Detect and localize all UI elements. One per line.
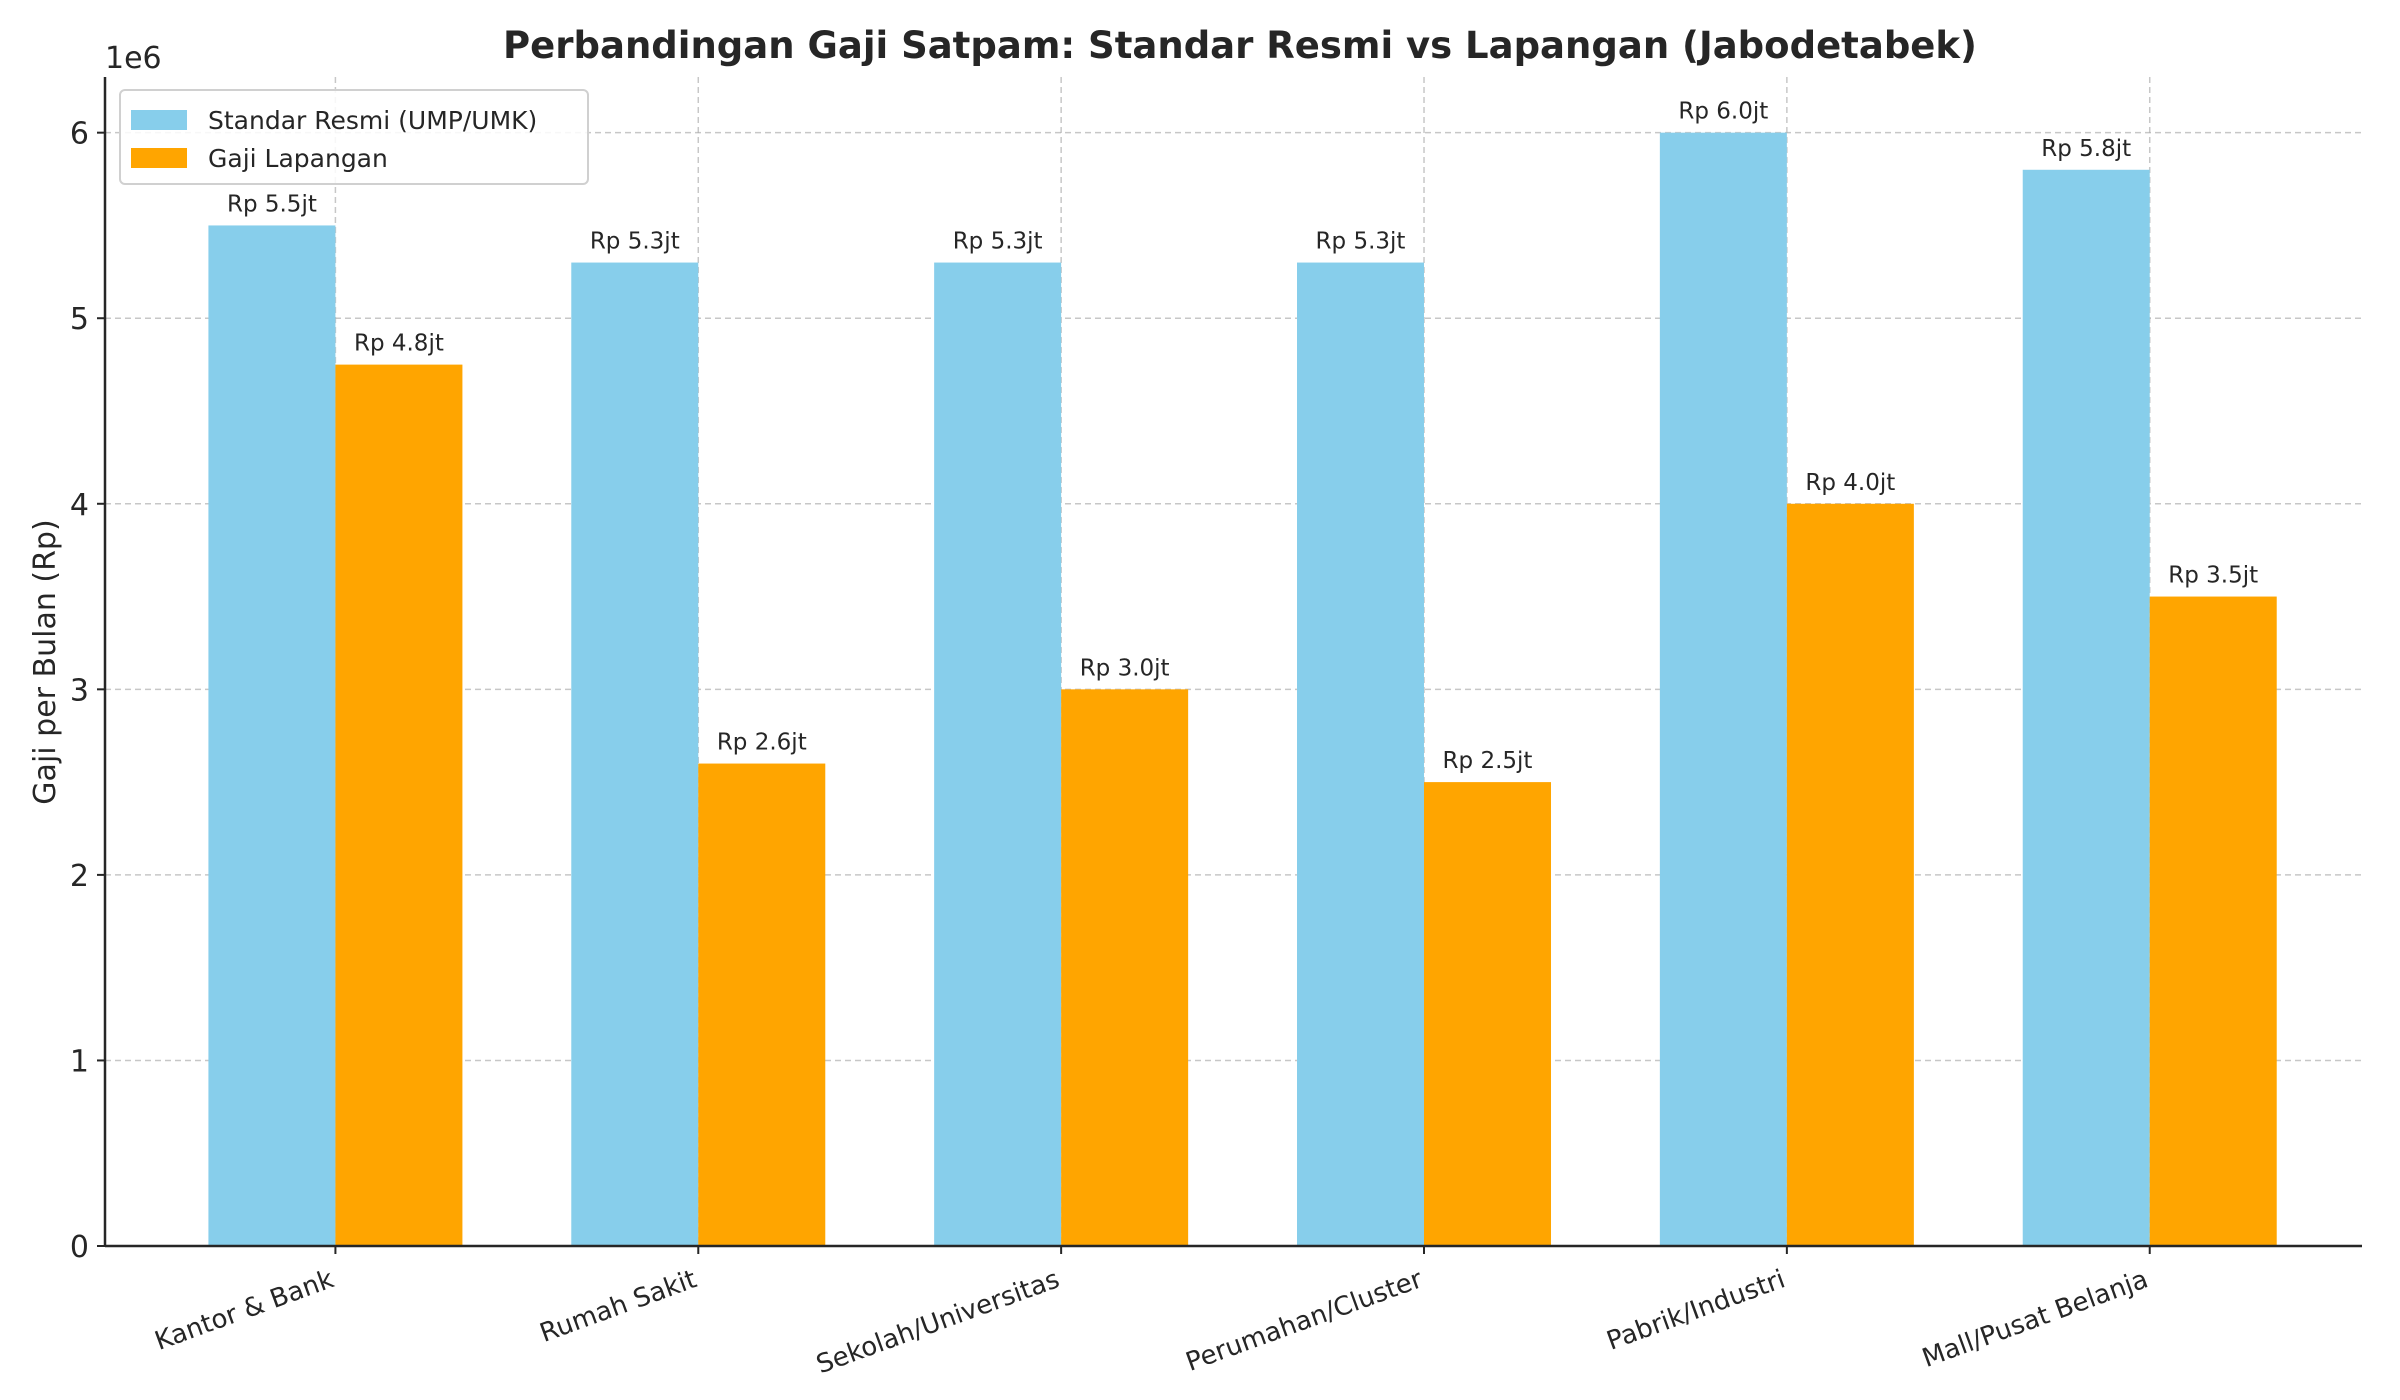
y-tick-label: 1 bbox=[70, 1044, 89, 1079]
chart-title: Perbandingan Gaji Satpam: Standar Resmi … bbox=[503, 24, 1977, 67]
legend-swatch bbox=[131, 148, 187, 168]
bar-standar bbox=[571, 262, 699, 1246]
bar-lapangan bbox=[698, 763, 826, 1246]
x-tick-label: Rumah Sakit bbox=[536, 1264, 701, 1348]
data-label: Rp 4.8jt bbox=[354, 331, 444, 357]
data-label: Rp 5.5jt bbox=[227, 191, 317, 217]
bar-standar bbox=[934, 262, 1062, 1246]
y-tick-label: 3 bbox=[70, 673, 89, 708]
y-tick-label: 6 bbox=[70, 117, 89, 152]
x-tick-label: Pabrik/Industri bbox=[1603, 1264, 1789, 1356]
data-label: Rp 5.3jt bbox=[1316, 229, 1406, 255]
x-tick-label: Perumahan/Cluster bbox=[1182, 1264, 1427, 1377]
data-label: Rp 6.0jt bbox=[1678, 99, 1768, 125]
bar-lapangan bbox=[2149, 596, 2277, 1246]
data-label: Rp 5.3jt bbox=[953, 229, 1043, 255]
data-label: Rp 5.8jt bbox=[2041, 136, 2131, 162]
y-tick-label: 0 bbox=[70, 1230, 89, 1265]
data-label: Rp 5.3jt bbox=[590, 229, 680, 255]
legend-box bbox=[119, 89, 589, 185]
data-label: Rp 2.6jt bbox=[717, 730, 807, 756]
bar-lapangan bbox=[1061, 689, 1189, 1246]
bar-lapangan bbox=[335, 364, 463, 1247]
y-tick-label: 4 bbox=[70, 488, 89, 523]
y-tick-label: 2 bbox=[70, 859, 89, 894]
y-offset-label: 1e6 bbox=[105, 41, 162, 76]
legend-label: Gaji Lapangan bbox=[208, 144, 388, 173]
x-tick-label: Kantor & Bank bbox=[151, 1264, 338, 1356]
bar-lapangan bbox=[1424, 782, 1552, 1246]
y-axis-label: Gaji per Bulan (Rp) bbox=[28, 519, 63, 804]
bar-standar bbox=[1297, 262, 1425, 1246]
bar-standar bbox=[208, 225, 336, 1246]
y-tick-label: 5 bbox=[70, 302, 89, 337]
data-label: Rp 2.5jt bbox=[1443, 748, 1533, 774]
x-tick-label: Mall/Pusat Belanja bbox=[1918, 1264, 2152, 1374]
bar-standar bbox=[2022, 169, 2150, 1246]
bars: Rp 5.5jt Rp 5.3jt Rp 5.3jt Rp 5.3jt Rp 6.0jt… bbox=[208, 99, 2277, 1247]
x-tick-label: Sekolah/Universitas bbox=[813, 1264, 1064, 1380]
data-label: Rp 3.0jt bbox=[1080, 655, 1170, 681]
legend-label: Standar Resmi (UMP/UMK) bbox=[208, 106, 537, 135]
data-label: Rp 3.5jt bbox=[2168, 563, 2258, 589]
bar-standar bbox=[1659, 132, 1787, 1247]
data-label: Rp 4.0jt bbox=[1805, 470, 1895, 496]
legend-swatch bbox=[131, 110, 187, 130]
bar-lapangan bbox=[1786, 503, 1914, 1246]
legend: Standar Resmi (UMP/UMK) Gaji Lapangan bbox=[119, 89, 589, 185]
